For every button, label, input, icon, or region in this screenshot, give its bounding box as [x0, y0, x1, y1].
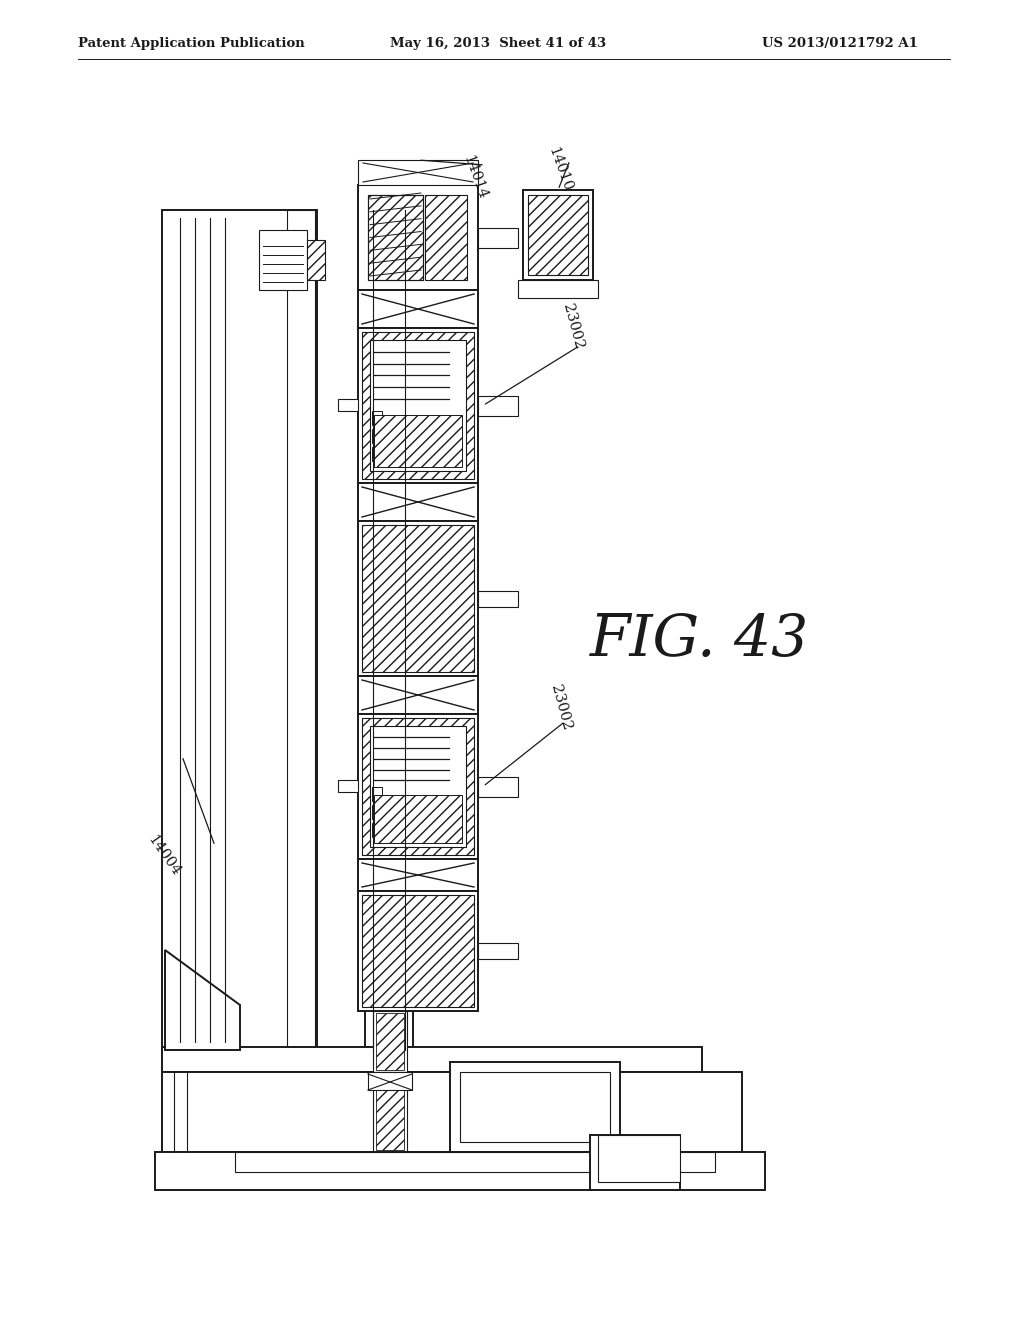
Bar	[370, 726, 466, 847]
Bar	[372, 805, 382, 818]
Text: 23002: 23002	[548, 682, 573, 731]
Bar	[162, 1072, 742, 1152]
Bar	[460, 1072, 610, 1142]
Text: US 2013/0121792 A1: US 2013/0121792 A1	[762, 37, 918, 49]
Bar	[358, 859, 478, 891]
Bar	[234, 1152, 715, 1172]
Bar	[478, 591, 518, 607]
Bar	[374, 414, 462, 467]
Bar	[358, 714, 478, 859]
Bar	[523, 190, 593, 280]
Bar	[338, 780, 358, 792]
Bar	[259, 230, 307, 290]
Bar	[358, 290, 478, 327]
Bar	[478, 942, 518, 960]
Bar	[362, 333, 474, 479]
Bar	[358, 327, 478, 483]
Bar	[162, 210, 317, 1049]
Bar	[590, 1135, 680, 1191]
Bar	[376, 1074, 404, 1150]
Text: May 16, 2013  Sheet 41 of 43: May 16, 2013 Sheet 41 of 43	[390, 37, 606, 49]
Bar	[362, 718, 474, 855]
Bar	[358, 521, 478, 676]
Bar	[358, 676, 478, 714]
Bar	[478, 228, 518, 248]
Bar	[370, 341, 466, 471]
Bar	[358, 891, 478, 1011]
Bar	[373, 1072, 407, 1152]
Bar	[358, 483, 478, 521]
Bar	[307, 240, 325, 280]
Bar	[518, 280, 598, 298]
Bar	[425, 195, 467, 280]
Bar	[358, 160, 478, 185]
Bar	[368, 195, 423, 280]
Text: 14010: 14010	[545, 145, 574, 194]
Bar	[155, 1152, 765, 1191]
Bar	[372, 411, 382, 425]
Bar	[373, 1011, 407, 1072]
Bar	[478, 396, 518, 416]
Bar	[368, 1072, 412, 1090]
Bar	[338, 399, 358, 411]
Text: 23002: 23002	[560, 302, 586, 351]
Bar	[376, 1012, 404, 1071]
Bar	[365, 210, 413, 1049]
Text: 14004: 14004	[145, 833, 183, 879]
Text: 14014: 14014	[460, 153, 488, 202]
Bar	[362, 525, 474, 672]
Bar	[372, 822, 382, 837]
Bar	[162, 1047, 702, 1072]
Text: FIG. 43: FIG. 43	[591, 611, 810, 668]
Bar	[450, 1063, 620, 1152]
Bar	[528, 195, 588, 275]
Text: Patent Application Publication: Patent Application Publication	[78, 37, 305, 49]
Bar	[598, 1135, 680, 1181]
Bar	[372, 447, 382, 461]
Bar	[374, 795, 462, 843]
Bar	[372, 787, 382, 801]
Bar	[372, 429, 382, 444]
Bar	[358, 185, 478, 290]
Bar	[478, 777, 518, 797]
Bar	[362, 895, 474, 1007]
Bar	[368, 195, 423, 280]
Bar	[287, 210, 315, 1049]
Polygon shape	[165, 950, 240, 1049]
